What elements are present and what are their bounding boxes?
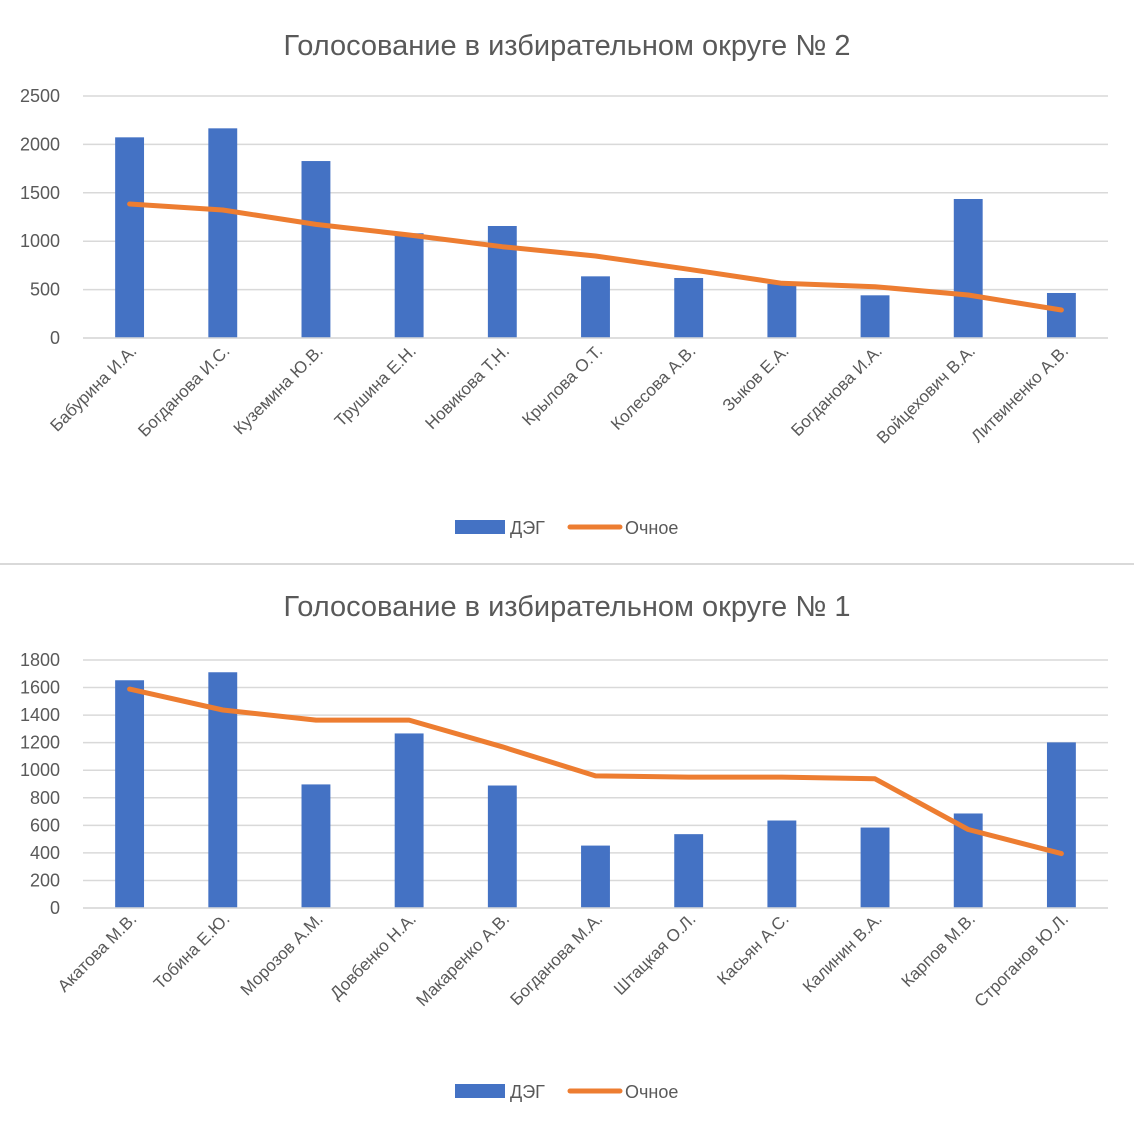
- bar-deg: [394, 233, 424, 338]
- bar-deg: [860, 295, 890, 338]
- x-category-label: Акатова М.В.: [54, 909, 140, 995]
- bar-deg: [301, 784, 331, 908]
- x-category-label: Штацкая О.Л.: [610, 909, 699, 998]
- bar-deg: [487, 785, 517, 908]
- bar-deg: [767, 283, 797, 338]
- chart-district-1: Голосование в избирательном округе № 1 0 2…: [0, 566, 1134, 1122]
- x-category-label: Морозов А.М.: [237, 909, 327, 999]
- chart-district-2: Голосование в избирательном округе № 2 0 5…: [20, 30, 1108, 538]
- y-tick-label: 400: [30, 843, 60, 863]
- y-tick-label: 600: [30, 815, 60, 835]
- x-category-label: Богданова И.С.: [134, 341, 233, 440]
- chart-title: Голосование в избирательном округе № 2: [283, 30, 850, 62]
- y-tick-label: 2000: [20, 134, 60, 154]
- legend-swatch-deg: [455, 520, 505, 534]
- x-category-label: Литвиненко А.В.: [967, 341, 1072, 446]
- x-category-label: Калинин В.А.: [799, 909, 886, 996]
- x-category-label: Новикова Т.Н.: [422, 341, 514, 433]
- legend: ДЭГ Очное: [455, 1082, 678, 1102]
- x-category-label: Карпов М.В.: [898, 909, 979, 990]
- x-category-label: Куземина Ю.В.: [230, 341, 327, 438]
- bar-deg: [674, 834, 704, 908]
- x-category-label: Довбенко Н.А.: [326, 909, 420, 1003]
- y-tick-label: 500: [30, 280, 60, 300]
- x-category-label: Бабурина И.А.: [47, 341, 141, 435]
- x-category-label: Трушина Е.Н.: [331, 341, 420, 430]
- legend-label-ochnoe: Очное: [625, 1082, 678, 1102]
- x-category-label: Строганов Ю.Л.: [971, 909, 1073, 1011]
- y-tick-label: 0: [50, 328, 60, 348]
- x-category-label: Войцехович В.А.: [873, 341, 979, 447]
- legend-label-ochnoe: Очное: [625, 518, 678, 538]
- bar-deg: [581, 845, 610, 908]
- x-category-label: Касьян А.С.: [713, 909, 792, 988]
- chart-separator: [0, 563, 1134, 565]
- chart-title: Голосование в избирательном округе № 1: [283, 591, 850, 623]
- bar-deg: [394, 733, 424, 908]
- y-tick-label: 800: [30, 788, 60, 808]
- bar-deg: [953, 198, 983, 338]
- bar-deg: [115, 137, 145, 338]
- y-tick-label: 2500: [20, 86, 60, 106]
- legend-label-deg: ДЭГ: [510, 518, 545, 538]
- bar-deg: [301, 161, 331, 338]
- bar-deg: [115, 680, 145, 908]
- bar-deg: [581, 276, 610, 338]
- bar-deg: [1046, 742, 1076, 908]
- x-category-label: Колесова А.В.: [607, 341, 699, 433]
- y-tick-label: 1000: [20, 231, 60, 251]
- x-category-label: Тобина Е.Ю.: [150, 909, 234, 993]
- legend-swatch-deg: [455, 1084, 505, 1098]
- y-tick-label: 1400: [20, 705, 60, 725]
- chart-district-1-svg: Голосование в избирательном округе № 1 0 2…: [20, 591, 1108, 1102]
- x-category-label: Богданова И.А.: [787, 341, 885, 439]
- x-category-label: Зыков Е.А.: [719, 341, 793, 415]
- y-tick-label: 1500: [20, 183, 60, 203]
- y-tick-label: 1000: [20, 760, 60, 780]
- line-ochnoe: [127, 686, 1064, 857]
- bar-deg: [674, 277, 704, 338]
- chart-district-2-svg: Голосование в избирательном округе № 2 0 5…: [20, 30, 1108, 538]
- y-tick-label: 1600: [20, 678, 60, 698]
- bar-deg: [860, 827, 890, 908]
- x-category-label: Макаренко А.В.: [413, 909, 514, 1010]
- legend-label-deg: ДЭГ: [510, 1082, 545, 1102]
- bar-deg: [767, 820, 797, 908]
- legend: ДЭГ Очное: [455, 518, 678, 538]
- y-tick-label: 0: [50, 898, 60, 918]
- bar-deg: [487, 226, 517, 338]
- y-tick-label: 200: [30, 870, 60, 890]
- bar-deg: [1046, 292, 1076, 338]
- y-tick-label: 1800: [20, 650, 60, 670]
- x-category-label: Богданова М.А.: [506, 909, 606, 1009]
- y-tick-label: 1200: [20, 733, 60, 753]
- x-category-label: Крылова О.Т.: [518, 341, 606, 429]
- bar-deg: [208, 128, 238, 338]
